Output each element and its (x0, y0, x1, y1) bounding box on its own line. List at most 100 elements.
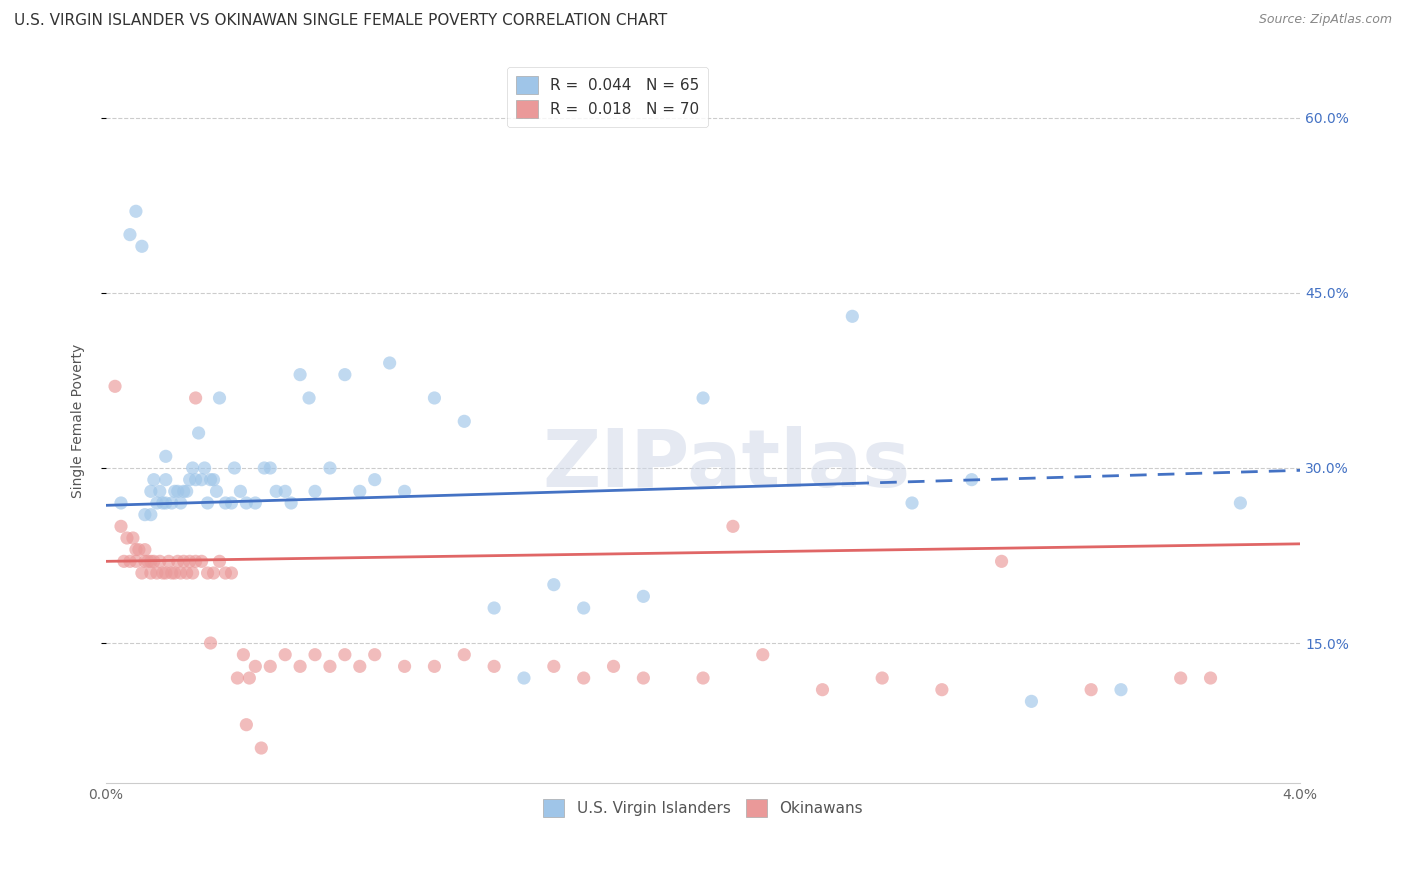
Point (543, 659, 565, 673)
Point (139, 554, 162, 568)
Point (235, 717, 257, 731)
Point (142, 554, 165, 568)
Point (157, 554, 180, 568)
Point (134, 554, 156, 568)
Point (166, 484, 188, 499)
Point (1229, 496, 1251, 510)
Point (245, 659, 267, 673)
Point (184, 554, 207, 568)
Point (870, 671, 893, 685)
Point (841, 310, 863, 324)
Point (125, 204, 148, 219)
Point (692, 391, 714, 405)
Point (288, 368, 311, 382)
Point (394, 659, 416, 673)
Point (170, 566, 193, 580)
Point (200, 636, 222, 650)
Point (146, 566, 169, 580)
Point (163, 566, 186, 580)
Point (238, 671, 260, 685)
Point (280, 496, 302, 510)
Point (221, 566, 243, 580)
Point (134, 542, 156, 557)
Point (181, 461, 204, 475)
Point (1109, 682, 1132, 697)
Point (1080, 682, 1102, 697)
Point (160, 566, 183, 580)
Point (173, 554, 195, 568)
Point (752, 648, 775, 662)
Point (125, 554, 148, 568)
Point (931, 682, 953, 697)
Point (811, 682, 834, 697)
Point (136, 554, 159, 568)
Point (721, 519, 744, 533)
Point (197, 496, 219, 510)
Point (250, 741, 273, 756)
Point (208, 554, 231, 568)
Point (543, 577, 565, 591)
Point (226, 671, 249, 685)
Point (142, 473, 165, 487)
Point (155, 473, 177, 487)
Point (253, 461, 276, 475)
Point (288, 659, 311, 673)
Point (176, 484, 198, 499)
Point (214, 496, 236, 510)
Point (173, 484, 195, 499)
Point (190, 473, 212, 487)
Point (304, 484, 326, 499)
Point (304, 648, 326, 662)
Point (259, 461, 281, 475)
Point (125, 542, 148, 557)
Point (134, 508, 156, 522)
Point (139, 566, 162, 580)
Point (901, 496, 924, 510)
Point (333, 648, 356, 662)
Text: U.S. VIRGIN ISLANDER VS OKINAWAN SINGLE FEMALE POVERTY CORRELATION CHART: U.S. VIRGIN ISLANDER VS OKINAWAN SINGLE … (14, 13, 668, 29)
Point (319, 659, 342, 673)
Point (423, 659, 446, 673)
Point (104, 379, 127, 393)
Point (190, 554, 212, 568)
Point (184, 473, 207, 487)
Point (194, 461, 217, 475)
Point (118, 227, 141, 242)
Point (214, 566, 236, 580)
Point (235, 496, 257, 510)
Point (333, 368, 356, 382)
Point (200, 473, 222, 487)
Point (259, 659, 281, 673)
Point (149, 554, 172, 568)
Text: Source: ZipAtlas.com: Source: ZipAtlas.com (1258, 13, 1392, 27)
Point (179, 473, 201, 487)
Legend: U.S. Virgin Islanders, Okinawans: U.S. Virgin Islanders, Okinawans (534, 790, 872, 826)
Point (274, 484, 297, 499)
Point (112, 554, 135, 568)
Point (394, 484, 416, 499)
Point (149, 484, 172, 499)
Point (453, 414, 475, 428)
Point (208, 391, 231, 405)
Point (572, 671, 595, 685)
Point (232, 648, 254, 662)
Point (122, 531, 145, 545)
Point (139, 508, 162, 522)
Point (181, 566, 204, 580)
Point (202, 566, 225, 580)
Point (152, 566, 174, 580)
Point (224, 461, 246, 475)
Point (960, 473, 983, 487)
Point (110, 519, 132, 533)
Point (118, 554, 141, 568)
Point (155, 496, 177, 510)
Point (166, 554, 188, 568)
Point (692, 671, 714, 685)
Point (197, 566, 219, 580)
Point (187, 425, 209, 440)
Point (146, 496, 169, 510)
Point (1199, 671, 1222, 685)
Point (205, 484, 228, 499)
Point (633, 590, 655, 604)
Point (176, 566, 198, 580)
